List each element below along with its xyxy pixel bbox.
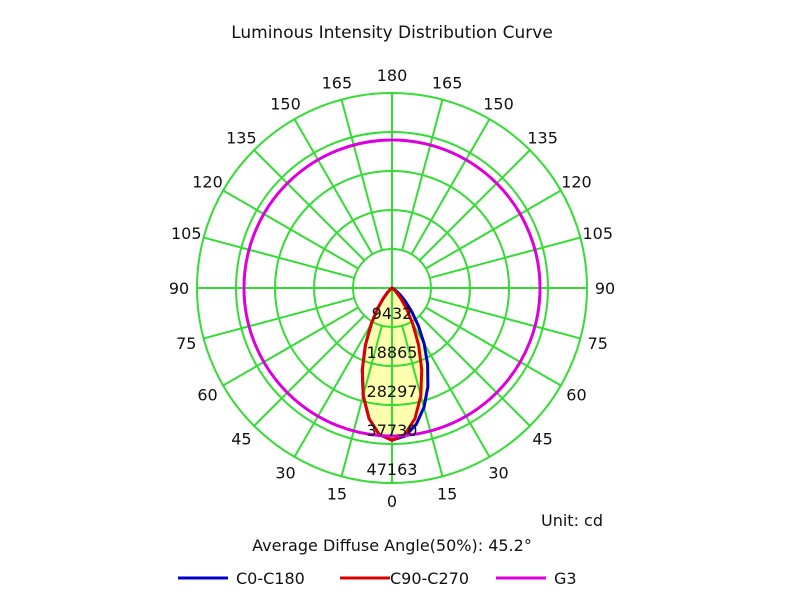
grid-spoke — [222, 189, 359, 270]
radial-tick-label: 18865 — [367, 343, 418, 362]
chart-title: Luminous Intensity Distribution Curve — [231, 23, 553, 43]
angle-tick-label: 165 — [432, 73, 463, 92]
angle-tick-label: 45 — [231, 430, 251, 449]
angle-tick-label: 135 — [527, 128, 558, 147]
grid-spoke — [293, 321, 374, 458]
grid-spoke — [401, 325, 444, 477]
grid-spoke — [410, 118, 491, 255]
angle-tick-label: 60 — [566, 386, 586, 405]
angle-tick-label: 120 — [192, 173, 223, 192]
series-curve-g3 — [242, 138, 542, 438]
grid-spoke — [429, 236, 581, 279]
angle-tick-label: 105 — [582, 224, 613, 243]
radial-tick-label: 28297 — [367, 382, 418, 401]
angle-tick-label: 180 — [377, 66, 408, 85]
radial-tick-label: 47163 — [367, 460, 418, 479]
grid-spoke — [253, 314, 366, 427]
angle-tick-label: 30 — [275, 463, 295, 482]
angle-tick-label: 30 — [488, 463, 508, 482]
angle-tick-label: 90 — [595, 279, 615, 298]
legend-label: C0-C180 — [236, 569, 305, 588]
angle-tick-label: 15 — [437, 485, 457, 504]
grid-spoke — [253, 149, 366, 262]
grid-spoke — [425, 189, 562, 270]
angle-tick-label: 135 — [226, 128, 257, 147]
grid-spoke — [425, 306, 562, 387]
grid-spoke — [222, 306, 359, 387]
angle-tick-label: 105 — [171, 224, 202, 243]
angle-tick-label: 0 — [387, 492, 397, 511]
grid-spoke — [293, 118, 374, 255]
radial-tick-label: 37730 — [367, 421, 418, 440]
radial-tick-label: 9432 — [372, 304, 413, 323]
angle-tick-label: 75 — [176, 334, 196, 353]
grid-spoke — [203, 297, 355, 340]
grid-spoke — [418, 314, 531, 427]
series-curve-c90-c270 — [360, 286, 424, 442]
angle-tick-label: 150 — [483, 95, 514, 114]
angle-tick-label: 75 — [588, 334, 608, 353]
unit-label: Unit: cd — [541, 511, 603, 530]
angle-tick-label: 45 — [532, 430, 552, 449]
angle-tick-label: 90 — [169, 279, 189, 298]
grid-spoke — [203, 236, 355, 279]
angle-tick-label: 15 — [327, 485, 347, 504]
grid-spoke — [401, 99, 444, 251]
angle-tick-label: 150 — [270, 95, 301, 114]
grid-spoke — [418, 149, 531, 262]
legend: C0-C180 C90-C270 G3 — [178, 569, 577, 588]
grid-spoke — [340, 99, 383, 251]
angle-tick-label: 60 — [197, 386, 217, 405]
legend-label: C90-C270 — [390, 569, 469, 588]
grid-spoke — [429, 297, 581, 340]
legend-label: G3 — [554, 569, 577, 588]
grid-spoke — [340, 325, 383, 477]
angle-tick-label: 165 — [322, 73, 353, 92]
diffuse-angle-note: Average Diffuse Angle(50%): 45.2° — [252, 536, 532, 555]
angle-tick-label: 120 — [561, 173, 592, 192]
